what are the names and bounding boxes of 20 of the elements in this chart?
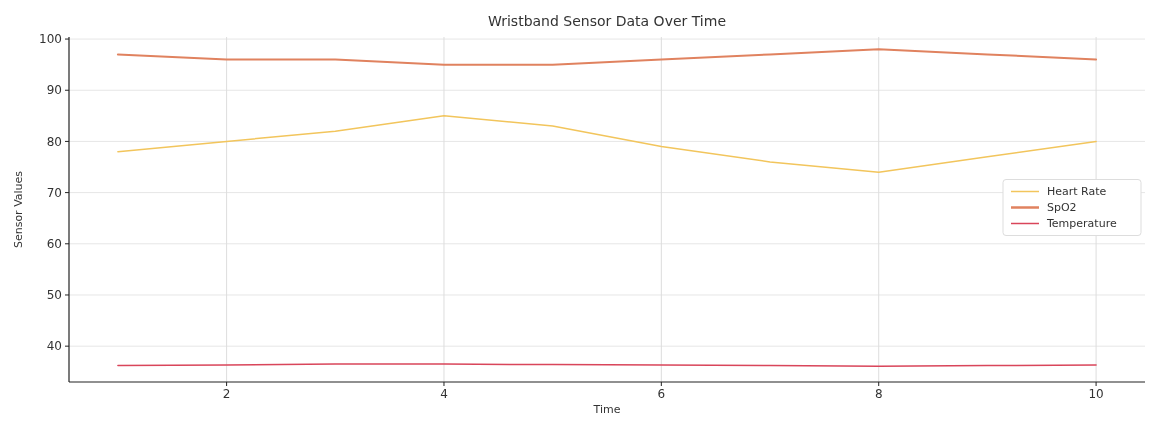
y-tick-label: 70: [46, 185, 62, 200]
line-series: [117, 115, 1097, 173]
legend-label: Heart Rate: [1047, 185, 1107, 199]
x-axis-title: Time: [592, 403, 621, 416]
x-tick-label: 6: [657, 387, 666, 401]
y-tick-label: 50: [46, 288, 62, 303]
x-tick-label: 2: [222, 387, 231, 401]
y-axis-title: Sensor Values: [12, 170, 25, 249]
legend-label: SpO2: [1047, 201, 1077, 215]
x-tick-label: 4: [440, 387, 448, 401]
y-tick-label: 90: [46, 83, 62, 98]
x-tick-label: 8: [874, 387, 883, 401]
chart-title: Wristband Sensor Data Over Time: [487, 13, 727, 29]
y-tick-label: 80: [46, 134, 62, 149]
line-series: [116, 48, 1098, 66]
y-tick-label: 40: [46, 339, 62, 354]
legend-label: Temperature: [1046, 217, 1117, 231]
y-tick-label: 60: [46, 237, 62, 251]
x-tick-label: 10: [1088, 387, 1104, 401]
y-tick-label: 100: [39, 32, 62, 47]
